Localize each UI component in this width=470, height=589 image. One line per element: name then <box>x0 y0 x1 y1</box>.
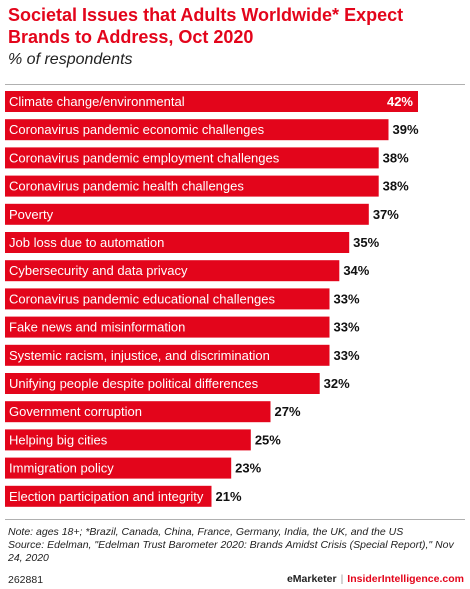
brand-name: eMarketer <box>286 573 337 585</box>
category-label-5: Job loss due to automation <box>9 235 164 250</box>
bar-9 <box>5 344 330 366</box>
site-link[interactable]: InsiderIntelligence.com <box>347 573 464 585</box>
value-label-7: 33% <box>334 291 360 306</box>
category-label-11: Government corruption <box>9 404 142 419</box>
category-label-3: Coronavirus pandemic health challenges <box>9 179 244 194</box>
bar-1 <box>5 119 389 141</box>
value-label-3: 38% <box>383 179 409 194</box>
footer-separator: | <box>340 573 344 585</box>
category-label-4: Poverty <box>9 207 54 222</box>
bottom-divider <box>5 519 465 520</box>
category-label-10: Unifying people despite political differ… <box>9 376 259 391</box>
source-text: Source: Edelman, "Edelman Trust Baromete… <box>8 539 454 564</box>
value-label-12: 25% <box>255 432 281 447</box>
chart-notes: Note: ages 18+; *Brazil, Canada, China, … <box>8 526 464 565</box>
bar-11 <box>5 401 271 423</box>
category-label-13: Immigration policy <box>9 461 114 476</box>
category-label-14: Election participation and integrity <box>9 489 204 504</box>
value-label-8: 33% <box>334 320 360 335</box>
bar-4 <box>5 203 369 225</box>
bar-12 <box>5 429 251 451</box>
category-label-7: Coronavirus pandemic educational challen… <box>9 291 275 306</box>
value-label-11: 27% <box>275 404 301 419</box>
chart-title: Societal Issues that Adults Worldwide* E… <box>8 5 404 47</box>
bar-chart: Climate change/environmental 42% Coronavir… <box>5 91 419 507</box>
category-label-6: Cybersecurity and data privacy <box>9 263 188 278</box>
value-label-5: 35% <box>353 235 379 250</box>
bar-0 <box>5 91 418 112</box>
chart-subtitle: % of respondents <box>8 51 133 68</box>
bar-2 <box>5 147 379 169</box>
value-label-9: 33% <box>334 348 360 363</box>
category-label-8: Fake news and misinformation <box>9 320 185 335</box>
bar-7 <box>5 288 330 310</box>
bar-6 <box>5 260 340 282</box>
value-label-13: 23% <box>235 461 261 476</box>
bar-8 <box>5 316 330 338</box>
footer-brand: eMarketer | InsiderIntelligence.com <box>287 573 464 585</box>
bar-14 <box>5 485 212 507</box>
category-label-0: Climate change/environmental <box>9 94 185 109</box>
value-label-1: 39% <box>393 122 419 137</box>
bar-10 <box>5 373 320 394</box>
bar-3 <box>5 175 379 197</box>
bar-13 <box>5 457 232 479</box>
top-divider <box>5 84 465 85</box>
category-label-2: Coronavirus pandemic employment challeng… <box>9 150 280 165</box>
value-label-10: 32% <box>324 376 350 391</box>
value-label-14: 21% <box>216 489 242 504</box>
value-label-6: 34% <box>343 263 369 278</box>
value-label-0: 42% <box>387 94 413 109</box>
category-label-1: Coronavirus pandemic economic challenges <box>9 122 265 137</box>
category-label-9: Systemic racism, injustice, and discrimi… <box>9 348 270 363</box>
value-label-4: 37% <box>373 207 399 222</box>
chart-id: 262881 <box>8 574 44 586</box>
category-label-12: Helping big cities <box>9 432 108 447</box>
bar-5 <box>5 232 350 253</box>
note-text: Note: ages 18+; *Brazil, Canada, China, … <box>8 526 404 538</box>
value-label-2: 38% <box>383 150 409 165</box>
